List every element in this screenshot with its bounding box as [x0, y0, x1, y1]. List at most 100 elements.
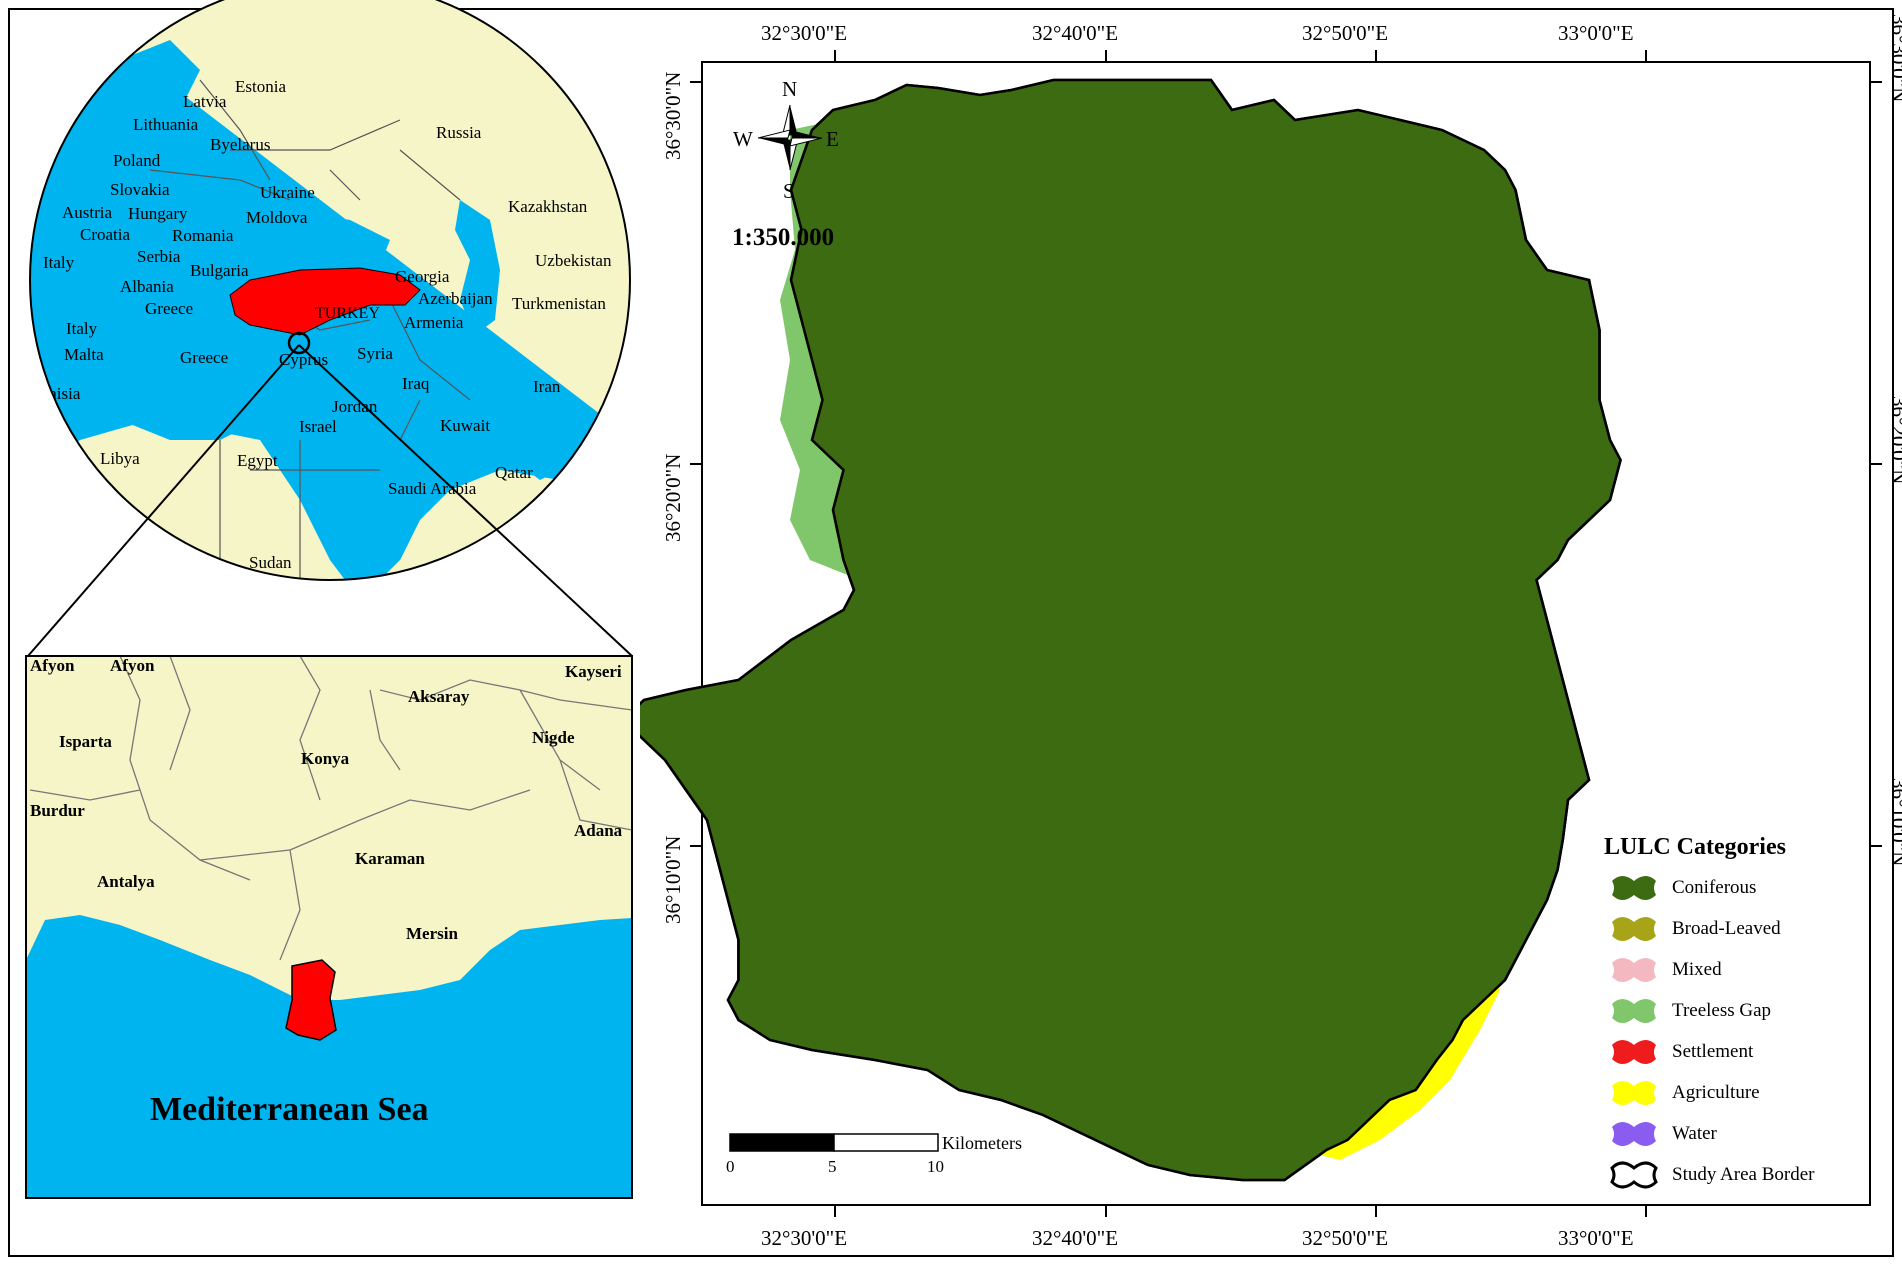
legend-label: Settlement — [1672, 1041, 1754, 1062]
east-label: E — [826, 127, 839, 151]
country-label: Moldova — [246, 208, 308, 227]
province-label: Kayseri — [565, 662, 622, 681]
country-label: Serbia — [137, 247, 181, 266]
country-label: Uzbekistan — [535, 251, 612, 270]
region-inset-map: Afyon Afyon Kayseri Aksaray Isparta Kony… — [26, 656, 632, 1198]
x-tick-label: 33°0'0"E — [1558, 21, 1634, 45]
country-label: Slovakia — [110, 180, 170, 199]
legend-label: Treeless Gap — [1672, 1000, 1772, 1021]
country-label: Ukraine — [260, 183, 315, 202]
x-tick-label: 33°0'0"E — [1558, 1226, 1634, 1250]
legend-label: Coniferous — [1672, 877, 1757, 898]
study-area-circle-marker — [287, 331, 311, 355]
country-label: Latvia — [183, 92, 227, 111]
x-tick-label: 32°40'0"E — [1032, 21, 1118, 45]
y-tick-label: 36°20'0"N — [661, 454, 685, 542]
legend-label: Agriculture — [1672, 1082, 1760, 1103]
legend-label: Broad-Leaved — [1672, 918, 1781, 939]
legend-item-settlement: Settlement — [1608, 1034, 1753, 1070]
country-label: Libya — [100, 449, 140, 468]
overview-map: Estonia Latvia Lithuania Russia Poland B… — [30, 0, 630, 589]
y-tick-label: 36°10'0"N — [661, 836, 685, 924]
province-label: Mersin — [406, 924, 458, 943]
country-label: Iran — [533, 377, 561, 396]
province-label: Karaman — [355, 849, 425, 868]
province-label: Konya — [301, 749, 350, 768]
scale-unit: Kilometers — [942, 1133, 1022, 1153]
country-label: Malta — [64, 345, 104, 364]
province-label: Isparta — [59, 732, 112, 751]
x-tick-labels-top: 32°30'0"E 32°40'0"E 32°50'0"E 33°0'0"E — [761, 21, 1634, 45]
province-label: Nigde — [532, 728, 575, 747]
country-label: Syria — [357, 344, 393, 363]
legend-item-water: Water — [1608, 1116, 1717, 1152]
scale-label: 10 — [927, 1157, 944, 1176]
country-label: Chad — [130, 555, 166, 574]
overview-svg: Estonia Latvia Lithuania Russia Poland B… — [25, 0, 633, 1199]
broad-leaved-swatch-icon — [1612, 917, 1656, 941]
south-label: S — [783, 179, 795, 203]
y-tick-labels-right: 36°30'0"N 36°20'0"N 36°10'0"N — [1887, 14, 1902, 866]
province-label: Adana — [574, 821, 623, 840]
province-label: Afyon — [30, 656, 75, 675]
country-label: Estonia — [235, 77, 286, 96]
sea-label: Mediterranean Sea — [150, 1091, 429, 1128]
scale-label: 5 — [828, 1157, 837, 1176]
legend-item-study-area-border: Study Area Border — [1608, 1157, 1814, 1193]
legend-title: LULC Categories — [1604, 834, 1786, 860]
legend-item-broad-leaved: Broad-Leaved — [1608, 911, 1781, 947]
figure-frame — [8, 8, 1894, 1257]
country-label-turkey: TURKEY — [315, 305, 380, 322]
x-tick-label: 32°50'0"E — [1302, 1226, 1388, 1250]
country-label: Byelarus — [210, 135, 270, 154]
study-area-marker — [285, 959, 337, 1041]
country-label: Egypt — [237, 451, 278, 470]
agriculture-swatch-icon — [1612, 1081, 1656, 1105]
province-label: Burdur — [30, 801, 85, 820]
country-label: Ye — [470, 570, 488, 589]
x-tick-label: 32°50'0"E — [1302, 21, 1388, 45]
treeless-gap-swatch-icon — [1612, 999, 1656, 1023]
y-tick-label: 36°30'0"N — [661, 72, 685, 160]
country-label: Russia — [436, 123, 482, 142]
scale-ratio: 1:350.000 — [732, 224, 834, 251]
x-tick-labels-bottom: 32°30'0"E 32°40'0"E 32°50'0"E 33°0'0"E — [761, 1226, 1634, 1250]
mixed-swatch-icon — [1612, 958, 1656, 982]
x-tick-label: 32°30'0"E — [761, 21, 847, 45]
country-label: Greece — [180, 348, 228, 367]
zoom-connector-right — [298, 344, 633, 657]
y-tick-label: 36°20'0"N — [1887, 396, 1902, 484]
legend-item-agriculture: Agriculture — [1608, 1075, 1760, 1111]
country-label: Italy — [43, 253, 75, 272]
north-label: N — [782, 77, 797, 101]
country-label: Croatia — [80, 225, 130, 244]
main-map-svg: 32°30'0"E 32°40'0"E 32°50'0"E 33°0'0"E 3… — [640, 14, 1902, 1250]
legend-label: Study Area Border — [1672, 1164, 1815, 1185]
north-arrow-icon: N S E W — [733, 77, 839, 203]
y-tick-label: 36°30'0"N — [1887, 14, 1902, 102]
settlement-swatch-icon — [1612, 1040, 1656, 1064]
y-tick-label: 36°10'0"N — [1887, 778, 1902, 866]
coniferous-swatch-icon — [1612, 876, 1656, 900]
country-label: Romania — [172, 226, 234, 245]
country-label: Azerbaijan — [418, 289, 493, 308]
x-tick-label: 32°40'0"E — [1032, 1226, 1118, 1250]
country-label: Albania — [120, 277, 174, 296]
country-label: Saudi Arabia — [388, 479, 477, 498]
country-label: Iraq — [402, 374, 430, 393]
water-swatch-icon — [1612, 1122, 1656, 1146]
x-tick-label: 32°30'0"E — [761, 1226, 847, 1250]
legend-item-mixed: Mixed — [1608, 952, 1722, 988]
country-label: Sudan — [249, 553, 292, 572]
country-label: Italy — [66, 319, 98, 338]
zoom-connector-left — [27, 344, 300, 657]
country-label: Qatar — [495, 463, 533, 482]
y-tick-labels-left: 36°30'0"N 36°20'0"N 36°10'0"N — [661, 72, 685, 924]
scale-bar: Kilometers 0 5 10 — [726, 1133, 1022, 1176]
country-label: Jordan — [332, 397, 378, 416]
country-label: Turkmenistan — [512, 294, 606, 313]
country-label: Israel — [299, 417, 337, 436]
country-label: Hungary — [128, 204, 188, 223]
west-label: W — [733, 127, 753, 151]
legend-label: Water — [1672, 1123, 1717, 1144]
